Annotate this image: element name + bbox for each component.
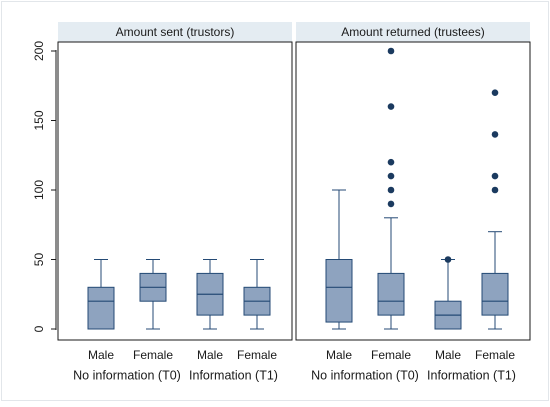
box-male xyxy=(87,259,115,330)
x-category-label: Female xyxy=(475,348,515,362)
x-category-label: Female xyxy=(133,348,173,362)
x-category-label: Female xyxy=(371,348,411,362)
outlier-point xyxy=(387,158,395,166)
box-male xyxy=(434,256,462,330)
panel-title: Amount returned (trustees) xyxy=(341,25,484,39)
panel-title: Amount sent (trustors) xyxy=(116,25,235,39)
outlier-point xyxy=(491,89,499,96)
y-tick-label: 0 xyxy=(32,325,46,332)
x-group-label: Information (T1) xyxy=(189,368,278,382)
x-group-label: No information (T0) xyxy=(311,368,419,382)
box-female xyxy=(243,259,271,330)
panel-plot-frame xyxy=(57,41,293,341)
iqr-box xyxy=(377,272,405,316)
iqr-box xyxy=(481,272,509,316)
y-tick-label: 50 xyxy=(32,253,46,267)
panel-plot-frame xyxy=(295,41,531,341)
outlier-point xyxy=(387,103,395,110)
outlier-point xyxy=(387,47,395,55)
panel-strip xyxy=(58,22,292,42)
iqr-box xyxy=(87,286,115,330)
iqr-box xyxy=(325,259,353,323)
box-male xyxy=(196,259,224,330)
x-group-label: No information (T0) xyxy=(73,368,181,382)
outer-frame xyxy=(1,1,549,401)
outlier-point xyxy=(491,186,499,194)
outlier-point xyxy=(387,186,395,194)
outlier-point xyxy=(387,200,395,208)
y-tick-label: 100 xyxy=(32,180,46,200)
y-tick-label: 150 xyxy=(32,110,46,130)
box-female xyxy=(139,259,167,330)
box-female xyxy=(377,47,405,330)
y-tick-label: 200 xyxy=(32,41,46,61)
panel-1: Amount sent (trustors) Male Female Male Fema… xyxy=(57,22,293,382)
x-category-label: Male xyxy=(88,348,114,362)
x-category-label: Male xyxy=(197,348,223,362)
x-category-label: Male xyxy=(326,348,352,362)
outlier-point xyxy=(444,256,452,263)
outlier-point xyxy=(491,131,499,138)
x-category-label: Male xyxy=(435,348,461,362)
outlier-point xyxy=(491,172,499,180)
box-female xyxy=(481,89,509,330)
box-male xyxy=(325,189,353,330)
x-category-label: Female xyxy=(237,348,277,362)
panel-2: Amount returned (trustees) Male Female Male… xyxy=(295,22,531,382)
outlier-point xyxy=(387,172,395,180)
panel-strip xyxy=(296,22,530,42)
x-group-label: Information (T1) xyxy=(427,368,516,382)
